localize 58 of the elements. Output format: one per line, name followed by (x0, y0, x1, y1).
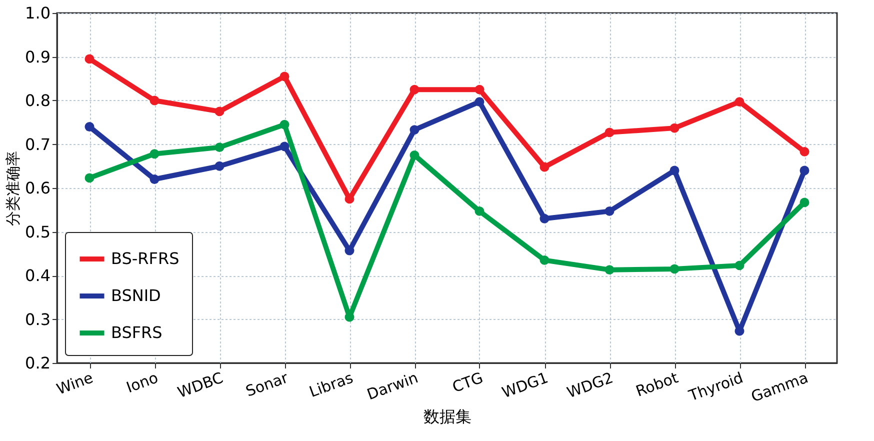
point (84, 173, 94, 183)
point (540, 214, 550, 224)
point (670, 123, 680, 133)
x-tick-label: Libras (306, 368, 356, 402)
x-tick-label: Iono (124, 368, 160, 397)
y-tick-label: 0.7 (25, 134, 50, 154)
x-tick-label: Robot (633, 368, 681, 400)
point (410, 125, 420, 135)
point (150, 149, 160, 159)
point (214, 142, 224, 152)
x-tick-label: WDBC (175, 368, 226, 402)
x-tick-label: WDG1 (500, 368, 550, 402)
point (214, 106, 224, 116)
point (540, 255, 550, 265)
point (84, 54, 94, 64)
point (734, 97, 744, 107)
point (474, 97, 484, 107)
y-tick-label: 0.9 (25, 47, 50, 66)
legend-label: BSFRS (111, 323, 162, 342)
x-tick-label: CTG (450, 368, 486, 396)
point (410, 84, 420, 94)
x-tick-label: Sonar (243, 368, 292, 400)
point (84, 122, 94, 132)
legend-label: BS-RFRS (111, 249, 180, 268)
point (604, 206, 614, 216)
point (670, 264, 680, 274)
y-tick-label: 0.2 (25, 354, 50, 372)
point (214, 161, 224, 171)
point (604, 265, 614, 275)
x-tick-label: Darwin (364, 368, 420, 404)
point (800, 198, 810, 208)
y-tick-label: 1.0 (25, 4, 50, 22)
x-tick-label: WDG2 (564, 368, 616, 402)
y-tick-label: 0.4 (25, 266, 50, 285)
point (474, 84, 484, 94)
point (604, 128, 614, 138)
point (670, 166, 680, 176)
point (150, 174, 160, 184)
point (280, 120, 290, 130)
point (800, 146, 810, 156)
y-axis-title: 分类准确率 (4, 151, 22, 226)
point (540, 162, 550, 172)
y-tick-label: 0.6 (25, 178, 50, 198)
legend-label: BSNID (111, 286, 161, 305)
y-tick-label: 0.5 (25, 222, 50, 242)
point (800, 166, 810, 176)
point (344, 312, 354, 322)
y-tick-label: 0.8 (25, 91, 50, 110)
x-axis-title: 数据集 (424, 406, 472, 426)
x-tick-label: Gamma (748, 368, 810, 406)
y-tick-label: 0.3 (25, 310, 50, 329)
point (474, 206, 484, 216)
point (150, 96, 160, 106)
point (280, 72, 290, 82)
point (410, 150, 420, 160)
point (280, 142, 290, 152)
point (734, 260, 744, 270)
x-tick-label: Wine (54, 368, 96, 398)
